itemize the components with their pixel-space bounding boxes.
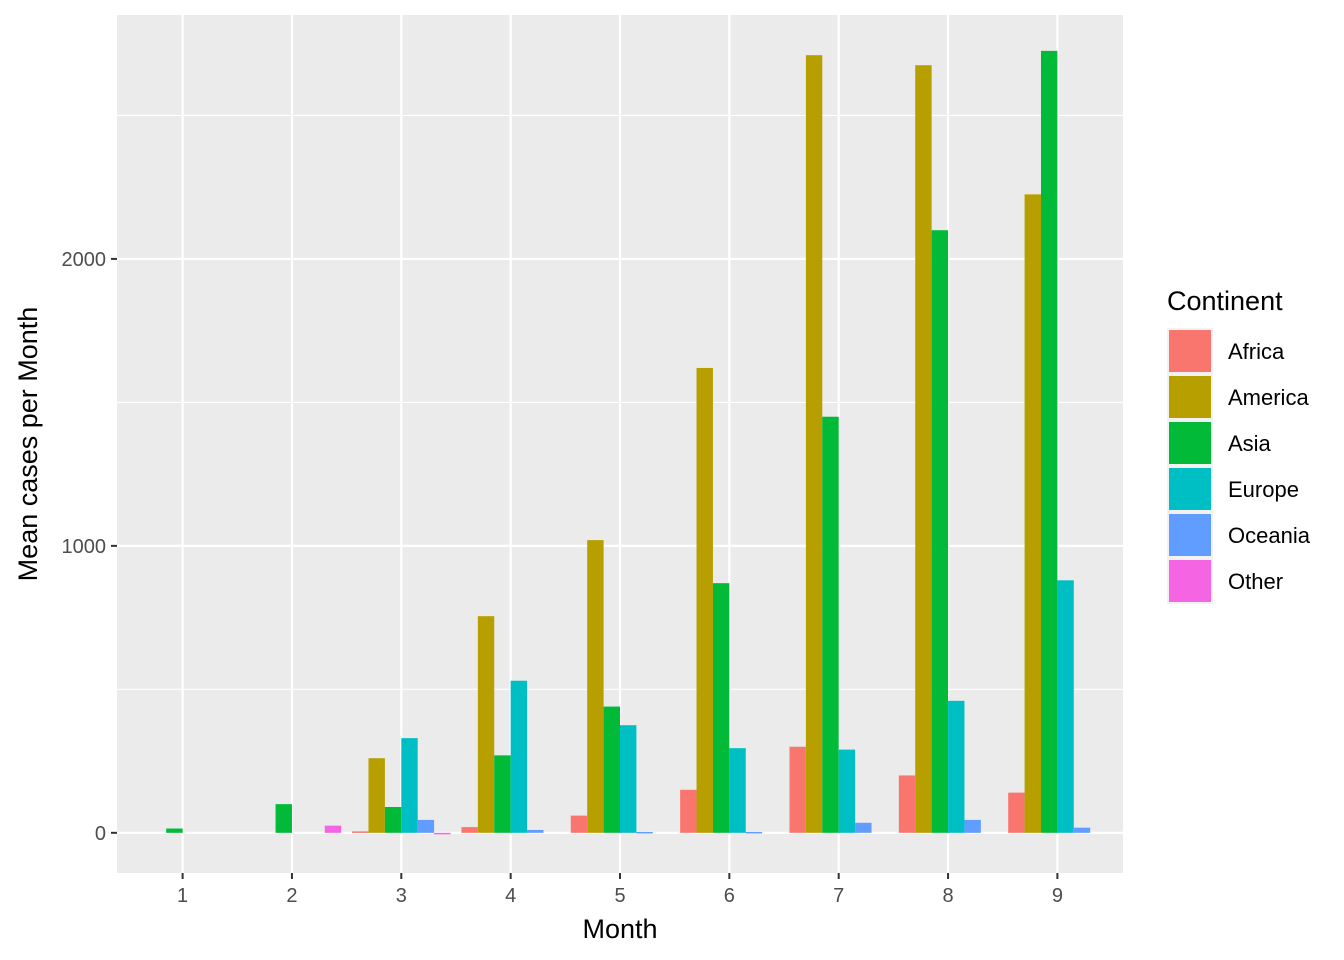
x-tick-label: 5 — [614, 885, 625, 907]
legend-title: Continent — [1167, 286, 1283, 316]
y-tick-label: 0 — [95, 823, 106, 845]
bar-europe-month-4 — [510, 680, 528, 833]
y-tick-label: 1000 — [62, 536, 107, 558]
bar-america-month-9 — [1024, 194, 1041, 833]
bar-america-month-8 — [915, 65, 932, 833]
x-tick-label: 3 — [396, 885, 407, 907]
x-axis-title: Month — [582, 914, 657, 944]
bar-asia-month-8 — [931, 230, 949, 833]
legend-swatch-africa — [1169, 330, 1211, 372]
bar-europe-month-6 — [729, 748, 746, 833]
legend-swatch-europe — [1169, 468, 1211, 510]
bar-oceania-month-4 — [527, 829, 544, 833]
legend-swatch-asia — [1169, 422, 1211, 464]
bar-asia-month-9 — [1040, 50, 1058, 833]
y-axis: 0 1000 2000 — [62, 249, 117, 845]
bar-africa-month-7 — [789, 746, 806, 833]
bar-asia-month-6 — [712, 583, 730, 833]
bar-africa-month-3 — [352, 831, 369, 833]
bar-america-month-5 — [587, 540, 604, 833]
bar-africa-month-6 — [680, 789, 697, 833]
bar-asia-month-3 — [384, 807, 402, 833]
x-tick-label: 6 — [724, 885, 735, 907]
bar-other-month-2 — [324, 825, 342, 833]
bar-asia-month-5 — [603, 706, 620, 833]
bar-america-month-6 — [696, 367, 713, 833]
bar-europe-month-8 — [948, 700, 965, 833]
legend-label-other: Other — [1228, 569, 1283, 594]
bar-europe-month-3 — [401, 738, 418, 833]
x-tick-label: 9 — [1052, 885, 1063, 907]
bar-oceania-month-8 — [964, 819, 981, 833]
x-tick-label: 2 — [286, 885, 297, 907]
bar-oceania-month-5 — [636, 831, 653, 834]
bar-asia-month-4 — [494, 755, 511, 833]
legend-label-africa: Africa — [1228, 339, 1285, 364]
bar-africa-month-5 — [570, 815, 588, 833]
bar-africa-month-9 — [1008, 792, 1025, 833]
x-tick-label: 7 — [833, 885, 844, 907]
bar-africa-month-4 — [461, 827, 478, 833]
bar-oceania-month-7 — [855, 822, 872, 833]
legend-swatch-other — [1169, 560, 1211, 602]
x-axis: 1 2 3 4 5 6 7 8 9 — [177, 873, 1063, 907]
bar-america-month-7 — [805, 55, 823, 833]
bar-africa-month-8 — [898, 775, 916, 833]
bar-oceania-month-3 — [417, 819, 435, 833]
bar-asia-month-1 — [166, 828, 183, 833]
legend-swatch-america — [1169, 376, 1211, 418]
bars — [166, 50, 1091, 835]
bar-america-month-3 — [368, 758, 385, 833]
legend-label-europe: Europe — [1228, 477, 1299, 502]
bar-asia-month-7 — [822, 416, 839, 833]
bar-america-month-4 — [477, 616, 495, 833]
legend-label-america: America — [1228, 385, 1309, 410]
bar-other-month-3 — [434, 832, 451, 835]
legend-label-oceania: Oceania — [1228, 523, 1311, 548]
y-axis-title: Mean cases per Month — [13, 307, 43, 582]
x-tick-label: 1 — [177, 885, 188, 907]
bar-asia-month-2 — [275, 804, 292, 833]
legend-label-asia: Asia — [1228, 431, 1272, 456]
x-tick-label: 4 — [505, 885, 516, 907]
bar-europe-month-7 — [838, 749, 856, 833]
legend-swatch-oceania — [1169, 514, 1211, 556]
x-tick-label: 8 — [942, 885, 953, 907]
y-tick-label: 2000 — [62, 249, 107, 271]
bar-oceania-month-6 — [745, 831, 763, 834]
legend: Continent Africa America Asia Europe Oceania… — [1167, 286, 1311, 604]
bar-europe-month-5 — [620, 725, 637, 833]
bar-europe-month-9 — [1057, 580, 1074, 833]
bar-oceania-month-9 — [1073, 827, 1091, 833]
